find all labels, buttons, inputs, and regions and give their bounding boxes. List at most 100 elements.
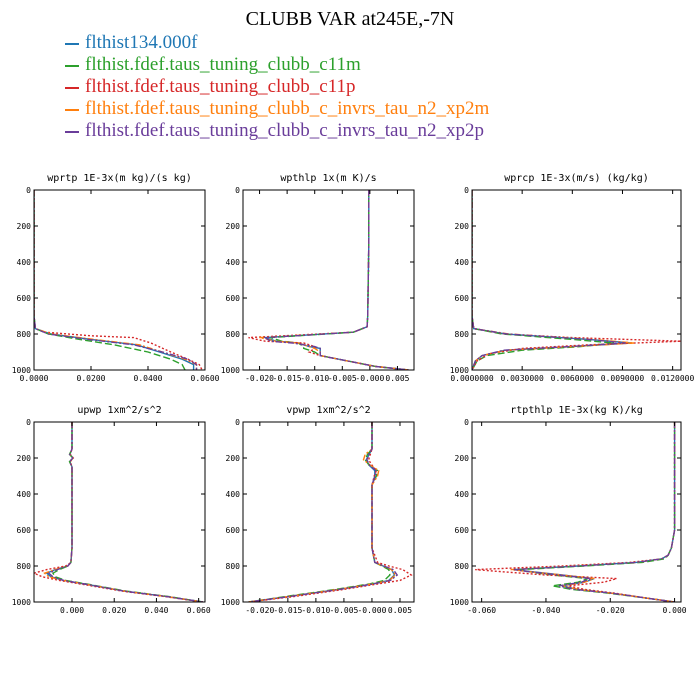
y-tick-label: 0	[235, 418, 240, 427]
x-tick-label: -0.020	[245, 606, 274, 615]
x-tick-label: 0.0000	[20, 374, 49, 383]
x-tick-label: 0.0400	[134, 374, 163, 383]
x-tick-label: -0.020	[596, 606, 625, 615]
y-tick-label: 200	[17, 222, 32, 231]
y-tick-label: 0	[464, 418, 469, 427]
x-tick-label: 0.060	[187, 606, 211, 615]
y-tick-label: 400	[226, 258, 241, 267]
series-line	[34, 422, 203, 602]
y-tick-label: 800	[17, 330, 32, 339]
series-line	[248, 422, 413, 602]
x-tick-label: -0.005	[328, 374, 357, 383]
legend-entry: flthist.fdef.taus_tuning_clubb_c_invrs_t…	[65, 120, 489, 142]
y-tick-label: 0	[235, 186, 240, 195]
legend-swatch	[65, 108, 79, 111]
plot-frame	[471, 421, 682, 603]
series-line	[43, 422, 204, 602]
y-tick-label: 600	[226, 294, 241, 303]
y-tick-label: 1000	[450, 598, 469, 607]
series-line	[248, 422, 399, 602]
x-tick-label: 0.005	[388, 606, 412, 615]
subplot: upwp 1xm^2/s^2 0 200 400 600 800 1000 0.000 0.02…	[12, 405, 211, 615]
legend-label: flthist.fdef.taus_tuning_clubb_c11p	[85, 76, 356, 97]
plot-frame	[33, 189, 206, 371]
y-tick-label: 600	[455, 294, 470, 303]
subplot-title: wprcp 1E-3x(m/s) (kg/kg)	[504, 173, 649, 184]
subplot: rtpthlp 1E-3x(kg K)/kg02004006008001000-…	[450, 405, 687, 615]
legend-entry: flthist.fdef.taus_tuning_clubb_c11m	[65, 54, 489, 76]
x-tick-label: 0.005	[385, 374, 409, 383]
x-tick-label: 0.020	[102, 606, 126, 615]
series-line	[34, 190, 203, 370]
figure-title: CLUBB VAR at245E,-7N	[245, 8, 455, 30]
legend-label: flthist.fdef.taus_tuning_clubb_c_invrs_t…	[85, 120, 484, 141]
series-group	[248, 190, 409, 370]
series-group	[248, 422, 413, 602]
y-tick-label: 800	[455, 562, 470, 571]
y-tick-label: 800	[455, 330, 470, 339]
y-tick-label: 1000	[221, 366, 240, 375]
y-tick-label: 800	[226, 330, 241, 339]
legend-swatch	[65, 130, 79, 133]
series-line	[259, 190, 409, 370]
y-tick-label: 0	[464, 186, 469, 195]
x-tick-label: -0.040	[532, 606, 561, 615]
y-tick-label: 200	[226, 454, 241, 463]
x-tick-label: -0.010	[300, 374, 329, 383]
legend-label: flthist.fdef.taus_tuning_clubb_c11m	[85, 54, 361, 75]
series-line	[248, 190, 409, 370]
y-tick-label: 600	[455, 526, 470, 535]
x-tick-label: 0.0060000	[551, 374, 595, 383]
series-group	[472, 190, 681, 370]
x-tick-label: 0.0000000	[450, 374, 494, 383]
subplot-title: upwp 1xm^2/s^2	[77, 405, 161, 416]
x-tick-label: -0.000	[355, 374, 384, 383]
series-line	[262, 190, 409, 370]
legend-swatch	[65, 42, 79, 45]
legend-swatch	[65, 64, 79, 67]
x-tick-label: 0.0030000	[500, 374, 544, 383]
series-line	[52, 422, 204, 602]
series-line	[248, 422, 391, 602]
subplot: wpthlp 1x(m K)/s02004006008001000-0.020-…	[221, 173, 415, 383]
y-tick-label: 0	[26, 186, 31, 195]
x-tick-label: 0.040	[144, 606, 168, 615]
series-line	[264, 190, 409, 370]
subplot: wprtp 1E-3x(m kg)/(s kg) 0 200 400 600 800 100…	[12, 173, 220, 383]
series-line	[472, 190, 626, 370]
legend-swatch	[65, 86, 79, 89]
x-tick-label: -0.015	[273, 606, 302, 615]
series-line	[513, 422, 676, 602]
plot-frame	[471, 189, 682, 371]
legend-entry: flthist.fdef.taus_tuning_clubb_c11p	[65, 76, 489, 98]
x-tick-label: 0.000	[663, 606, 687, 615]
y-tick-label: 200	[455, 222, 470, 231]
x-tick-label: 0.0120000	[651, 374, 695, 383]
series-line	[248, 422, 397, 602]
x-tick-label: 0.0600	[191, 374, 220, 383]
x-tick-label: -0.020	[245, 374, 274, 383]
y-tick-label: 600	[226, 526, 241, 535]
y-tick-label: 400	[226, 490, 241, 499]
y-tick-label: 600	[17, 526, 32, 535]
series-line	[34, 190, 186, 370]
x-tick-label: -0.000	[357, 606, 386, 615]
y-tick-label: 800	[226, 562, 241, 571]
x-tick-label: 0.0200	[77, 374, 106, 383]
y-tick-label: 1000	[221, 598, 240, 607]
subplot-title: wprtp 1E-3x(m kg)/(s kg)	[47, 173, 192, 184]
subplot-title: vpwp 1xm^2/s^2	[286, 405, 370, 416]
y-tick-label: 400	[455, 258, 470, 267]
series-line	[472, 190, 681, 370]
subplot: wprcp 1E-3x(m/s) (kg/kg) 0 200 400 600 800 100…	[450, 173, 695, 383]
legend-label: flthist.fdef.taus_tuning_clubb_c_invrs_t…	[85, 98, 490, 119]
x-tick-label: 0.0090000	[601, 374, 645, 383]
series-line	[47, 422, 204, 602]
series-line	[475, 422, 676, 602]
x-tick-label: -0.010	[301, 606, 330, 615]
y-tick-label: 800	[17, 562, 32, 571]
plot-frame	[242, 189, 415, 371]
y-tick-label: 400	[455, 490, 470, 499]
series-line	[34, 190, 198, 370]
